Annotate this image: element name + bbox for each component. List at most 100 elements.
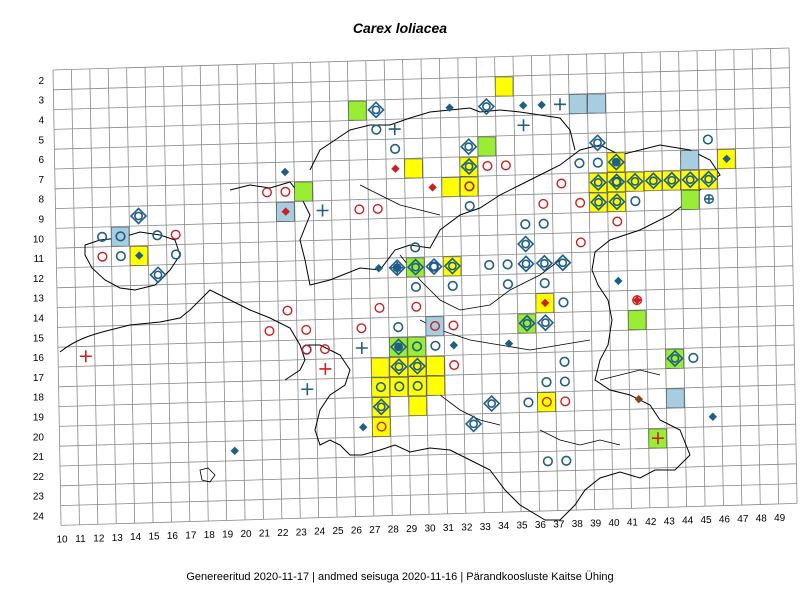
blue-ring-marker: [502, 279, 514, 290]
blue-diamond-outline-marker: [406, 258, 425, 276]
blue-ring-marker: [410, 242, 421, 253]
grid-line-horizontal: [60, 463, 797, 487]
red-ring-marker: [538, 198, 549, 209]
red-cross-marker: [319, 362, 332, 375]
blue-ring-marker: [412, 361, 422, 371]
column-label: 46: [719, 515, 731, 526]
blue-diamond-outline-marker: [644, 172, 663, 190]
brown-diamond-marker: [634, 394, 644, 404]
column-label: 31: [443, 523, 455, 534]
grid-line-vertical: [733, 49, 743, 506]
row-label: 18: [33, 393, 45, 404]
red-ring-marker: [411, 301, 422, 312]
blue-diamond-outline-marker: [518, 314, 536, 332]
column-label: 18: [204, 530, 216, 541]
blue-ring-marker: [464, 162, 474, 171]
blue-diamond-outline-marker: [517, 235, 535, 253]
blue-ring-marker: [153, 270, 163, 280]
grid-line-vertical: [383, 60, 393, 516]
blue-diamond-marker: [722, 154, 731, 163]
blue-ring-marker: [523, 397, 534, 408]
blue-diamond-marker: [135, 251, 144, 260]
grid-line-vertical: [659, 51, 669, 508]
row-label: 4: [38, 116, 44, 127]
blue-ring-marker: [592, 157, 603, 168]
separator-2: |: [460, 571, 464, 583]
column-label: 28: [388, 525, 400, 536]
blue-diamond-outline-marker: [367, 101, 385, 119]
blue-ring-marker: [649, 176, 658, 186]
green-cell: [628, 310, 647, 331]
grid-line-horizontal: [58, 384, 795, 407]
map-title: Carex loliacea: [352, 20, 448, 36]
blue-ring-marker: [702, 134, 714, 145]
grid-line-horizontal: [59, 423, 796, 447]
yellow-cell: [459, 176, 479, 197]
blue-cell: [680, 150, 699, 170]
column-label: 14: [130, 532, 142, 543]
column-label: 38: [572, 519, 584, 530]
grid-line-horizontal: [54, 126, 791, 150]
blue-ring-marker: [376, 402, 386, 412]
red-ring-marker: [97, 251, 108, 262]
column-label: 48: [756, 514, 768, 525]
grid-line-horizontal: [56, 265, 793, 289]
row-label: 7: [38, 175, 44, 186]
yellow-cell: [441, 177, 460, 197]
blue-ring-marker: [685, 175, 695, 185]
column-label: 10: [56, 534, 68, 545]
column-label: 21: [259, 528, 271, 539]
blue-cell: [425, 316, 444, 337]
red-ring-marker: [632, 295, 643, 306]
grid-line-vertical: [549, 55, 559, 511]
blue-ring-marker: [484, 259, 495, 271]
generated-date: Genereeritud 2020-11-17: [186, 571, 310, 583]
record-markers: [79, 97, 731, 467]
grid-line-vertical: [365, 60, 375, 517]
red-cross-marker: [651, 432, 664, 445]
blue-ring-marker: [594, 197, 603, 207]
row-label: 8: [38, 195, 44, 206]
yellow-cell: [408, 396, 427, 416]
column-label: 45: [700, 515, 712, 526]
column-label: 40: [608, 518, 620, 529]
grid-line-vertical: [347, 61, 356, 517]
grid-line-vertical: [567, 54, 577, 511]
red-ring-marker: [575, 237, 586, 248]
grid-line-horizontal: [57, 324, 794, 348]
blue-ring-marker: [559, 356, 570, 367]
blue-ring-marker: [593, 138, 602, 148]
red-cross-marker: [79, 350, 92, 363]
grid-line-vertical: [623, 52, 632, 509]
grid-line-vertical: [236, 64, 246, 520]
green-cell: [294, 181, 313, 202]
red-ring-marker: [556, 178, 567, 189]
red-ring-marker: [612, 216, 623, 227]
blue-ring-marker: [464, 201, 475, 212]
blue-ring-marker: [411, 262, 420, 272]
red-ring-marker: [320, 344, 331, 355]
blue-diamond-outline-marker: [699, 170, 718, 188]
column-label: 12: [93, 533, 105, 544]
blue-ring-marker: [152, 230, 163, 241]
blue-cell: [666, 388, 685, 409]
blue-diamond-outline-marker: [390, 358, 408, 376]
grid-line-horizontal: [55, 206, 792, 229]
grid-line-vertical: [439, 58, 448, 514]
grid-line-horizontal: [60, 483, 797, 506]
red-ring-marker: [170, 229, 181, 240]
blue-ring-marker: [612, 177, 621, 187]
grid-line-vertical: [107, 68, 117, 524]
grid-line-vertical: [328, 61, 338, 518]
grid-line-vertical: [678, 51, 688, 507]
blue-diamond-outline-marker: [588, 134, 607, 152]
blue-diamond-marker: [519, 101, 528, 110]
blue-diamond-outline-marker: [535, 254, 554, 272]
grid-line-horizontal: [53, 87, 790, 110]
blue-cell: [568, 94, 588, 114]
blue-cell: [111, 226, 130, 247]
row-label: 6: [38, 155, 44, 166]
column-label: 33: [480, 522, 492, 533]
yellow-cell: [537, 392, 556, 413]
column-label: 24: [314, 527, 326, 538]
